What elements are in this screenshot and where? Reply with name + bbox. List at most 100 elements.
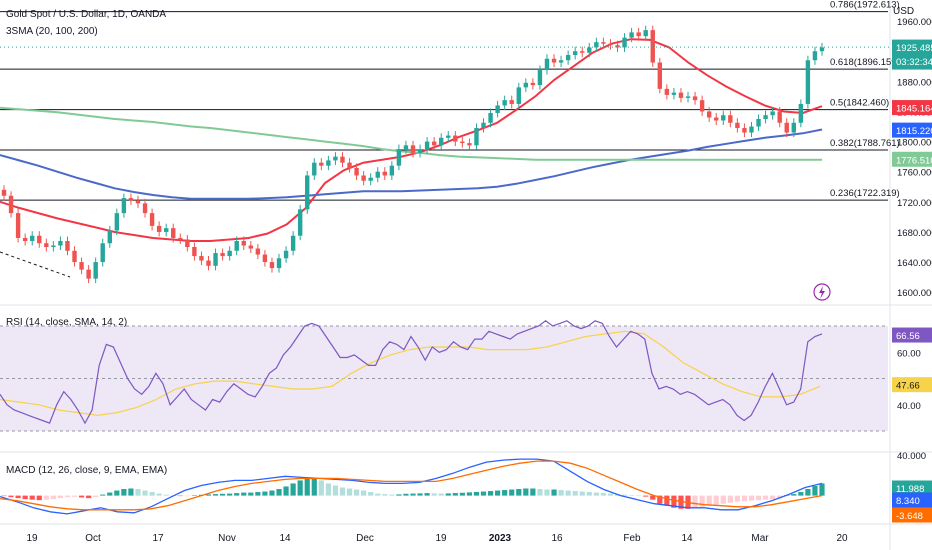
candle-body [262, 254, 268, 263]
candle-body [777, 111, 782, 123]
macd-histogram-bar [466, 492, 473, 496]
candle-body [664, 88, 670, 95]
candle-body [326, 160, 331, 166]
time-axis-tick: 19 [435, 533, 447, 544]
candle-body [333, 156, 338, 161]
candle-body [671, 92, 677, 95]
candle-body [8, 195, 14, 214]
candle-body [721, 115, 726, 121]
macd-histogram-bar [107, 492, 113, 496]
macd-histogram-bar [368, 492, 374, 496]
macd-value-tag-2 [892, 492, 932, 508]
candle-body [93, 262, 98, 279]
macd-histogram-bar [699, 495, 705, 507]
macd-histogram-bar [805, 489, 811, 496]
candle-body [1, 189, 7, 196]
candle-body [163, 228, 169, 232]
macd-histogram-bar [311, 478, 317, 496]
macd-histogram-bar [438, 493, 444, 496]
candle-body [706, 111, 712, 118]
candle-body [319, 162, 324, 166]
macd-histogram-bar [93, 495, 99, 498]
macd-histogram-bar [424, 493, 430, 496]
macd-histogram-bar [798, 492, 804, 496]
macd-histogram-bar [544, 489, 550, 496]
macd-histogram-bar [579, 491, 585, 496]
lightning-icon[interactable] [813, 283, 831, 301]
candle-body [72, 250, 77, 263]
macd-histogram-bar [671, 495, 677, 508]
rsi-value-tag-2 [892, 377, 932, 393]
macd-histogram-bar [558, 490, 564, 496]
candle-body [763, 115, 768, 119]
candle-body [565, 54, 571, 61]
macd-histogram-bar [121, 489, 127, 496]
currency-label: USD [893, 6, 914, 17]
candle-body [587, 47, 592, 53]
macd-histogram-bar [64, 495, 71, 498]
price-axis-tick: 1880.000 [897, 77, 932, 88]
macd-histogram-bar [516, 489, 522, 496]
candle-body [523, 82, 529, 88]
macd-histogram-bar [389, 494, 395, 496]
candle-body [410, 145, 416, 153]
macd-histogram-bar [29, 495, 35, 500]
candle-body [558, 60, 564, 63]
candle-body [636, 32, 641, 37]
candle-body [354, 167, 359, 176]
macd-histogram-bar [57, 495, 64, 499]
macd-histogram-bar [586, 492, 592, 496]
candle-body [756, 118, 761, 127]
candle-body [347, 162, 352, 168]
sma-indicator-label[interactable]: 3SMA (20, 100, 200) [6, 26, 98, 37]
time-axis-tick: 2023 [489, 533, 512, 544]
price-tag-3-label: 1815.220 [896, 126, 932, 137]
rsi-axis-tick: 60.00 [897, 348, 921, 359]
macd-histogram-bar [163, 494, 169, 496]
candle-body [784, 122, 789, 133]
candle-body [417, 149, 423, 153]
macd-indicator-label[interactable]: MACD (12, 26, close, 9, EMA, EMA) [6, 465, 168, 476]
macd-histogram-bar [417, 493, 423, 496]
macd-value-tag-3 [892, 507, 932, 523]
time-axis-tick: Mar [751, 533, 769, 544]
trendline-drawing[interactable] [0, 251, 71, 278]
macd-histogram-bar [509, 489, 515, 496]
macd-histogram-bar [234, 493, 240, 496]
candle-body [516, 87, 521, 104]
time-axis-tick: Dec [356, 533, 374, 544]
macd-histogram-bar [530, 488, 536, 496]
sma-line-2 [0, 128, 823, 200]
candle-body [467, 143, 472, 146]
rsi-indicator-label[interactable]: RSI (14, close, SMA, 14, 2) [6, 317, 128, 328]
macd-histogram-bar [762, 495, 769, 500]
time-axis-tick: Feb [623, 533, 641, 544]
candle-body [128, 198, 134, 201]
price-axis-tick: 1640.000 [897, 258, 932, 269]
candle-body [537, 70, 543, 86]
macd-signal-line [0, 460, 823, 511]
macd-axis-tick: 40.000 [897, 451, 926, 462]
macd-histogram-bar [551, 489, 557, 496]
candle-body [44, 243, 49, 248]
rsi-value-tag-2-label: 47.66 [896, 381, 920, 392]
candle-body [657, 62, 663, 89]
candle-body [692, 96, 698, 101]
macd-histogram-bar [650, 495, 656, 500]
candle-body [368, 177, 373, 181]
candle-body [805, 60, 811, 104]
fib-level-label: 0.236(1722.319) [830, 188, 900, 199]
macd-histogram-bar [290, 483, 296, 496]
macd-histogram-bar [741, 495, 748, 502]
macd-histogram-bar [727, 495, 733, 503]
macd-histogram-bar [445, 493, 451, 496]
candle-body [396, 149, 402, 166]
macd-histogram-bar [621, 494, 628, 496]
candle-body [629, 32, 634, 38]
macd-histogram-bar [410, 493, 416, 496]
candle-body [86, 269, 91, 279]
macd-histogram-bar [78, 495, 85, 498]
macd-histogram-bar [629, 495, 635, 496]
candle-body [114, 213, 120, 231]
